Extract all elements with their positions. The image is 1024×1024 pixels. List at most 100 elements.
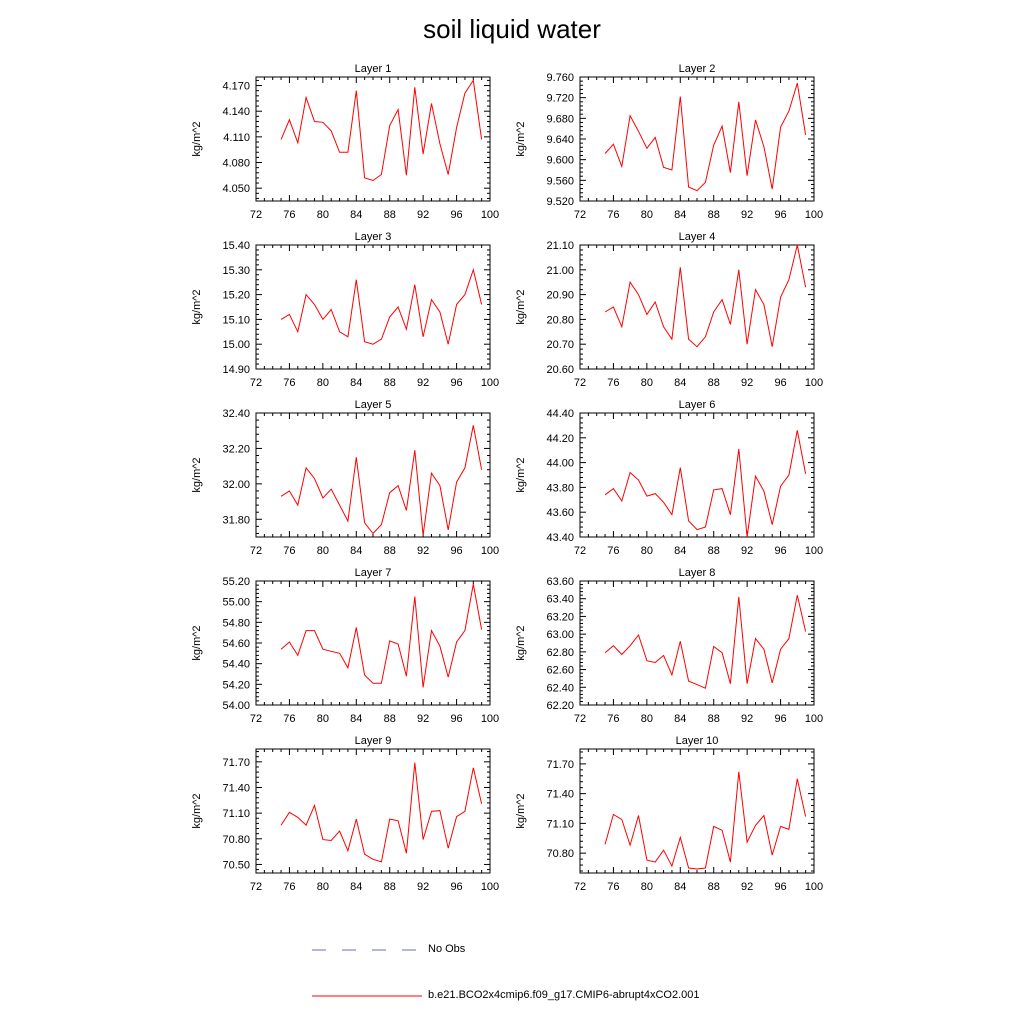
x-tick-label: 84 xyxy=(674,545,686,557)
y-tick-label: 43.40 xyxy=(546,532,574,544)
chart-title: soil liquid water xyxy=(423,14,601,44)
x-tick-label: 100 xyxy=(805,209,823,221)
y-tick-label: 9.760 xyxy=(546,72,574,84)
x-tick-label: 72 xyxy=(574,545,586,557)
x-tick-label: 84 xyxy=(674,881,686,893)
y-tick-label: 31.80 xyxy=(222,514,250,526)
x-tick-label: 96 xyxy=(774,209,786,221)
x-tick-label: 96 xyxy=(774,713,786,725)
x-tick-label: 84 xyxy=(350,545,362,557)
x-tick-label: 100 xyxy=(805,881,823,893)
x-tick-label: 100 xyxy=(481,713,499,725)
x-tick-label: 96 xyxy=(450,545,462,557)
y-tick-label: 15.00 xyxy=(222,339,250,351)
x-tick-label: 92 xyxy=(417,377,429,389)
x-tick-label: 80 xyxy=(317,881,329,893)
y-axis-label: kg/m^2 xyxy=(515,121,527,156)
y-tick-label: 4.140 xyxy=(222,106,250,118)
y-tick-label: 15.30 xyxy=(222,265,250,277)
x-tick-label: 76 xyxy=(283,209,295,221)
y-tick-label: 43.60 xyxy=(546,507,574,519)
x-tick-label: 80 xyxy=(641,713,653,725)
y-tick-label: 20.70 xyxy=(546,339,574,351)
x-tick-label: 100 xyxy=(481,881,499,893)
x-tick-label: 96 xyxy=(774,545,786,557)
y-tick-label: 54.40 xyxy=(222,659,250,671)
y-tick-label: 20.90 xyxy=(546,290,574,302)
x-tick-label: 92 xyxy=(741,713,753,725)
x-tick-label: 84 xyxy=(674,377,686,389)
y-tick-label: 63.00 xyxy=(546,629,574,641)
x-tick-label: 96 xyxy=(450,209,462,221)
x-tick-label: 96 xyxy=(450,713,462,725)
x-tick-label: 88 xyxy=(384,713,396,725)
y-tick-label: 62.20 xyxy=(546,700,574,712)
x-tick-label: 100 xyxy=(481,209,499,221)
x-tick-label: 80 xyxy=(317,713,329,725)
x-tick-label: 80 xyxy=(641,209,653,221)
panel-title: Layer 10 xyxy=(676,735,719,747)
x-tick-label: 76 xyxy=(283,377,295,389)
y-tick-label: 43.80 xyxy=(546,482,574,494)
panel-3: Layer 3 72 76 80 84 88 92 96 100 14.90 15.00 15.10 1… xyxy=(191,231,499,389)
y-tick-label: 62.80 xyxy=(546,647,574,659)
y-tick-label: 44.20 xyxy=(546,433,574,445)
y-axis-label: kg/m^2 xyxy=(191,289,203,324)
x-tick-label: 80 xyxy=(641,377,653,389)
x-tick-label: 72 xyxy=(574,209,586,221)
x-tick-label: 96 xyxy=(450,377,462,389)
y-axis-label: kg/m^2 xyxy=(191,625,203,660)
x-tick-label: 76 xyxy=(283,545,295,557)
x-tick-label: 88 xyxy=(384,545,396,557)
x-tick-label: 92 xyxy=(417,713,429,725)
y-tick-label: 71.40 xyxy=(222,782,250,794)
y-tick-label: 9.680 xyxy=(546,113,574,125)
y-tick-label: 14.90 xyxy=(222,364,250,376)
series-line xyxy=(604,595,807,689)
x-tick-label: 92 xyxy=(417,881,429,893)
y-tick-label: 4.170 xyxy=(222,81,250,93)
panel-title: Layer 5 xyxy=(355,399,392,411)
x-tick-label: 100 xyxy=(805,545,823,557)
series-line xyxy=(280,584,483,688)
y-tick-label: 55.00 xyxy=(222,597,250,609)
x-tick-label: 72 xyxy=(250,209,262,221)
x-tick-label: 76 xyxy=(607,881,619,893)
panel-title: Layer 8 xyxy=(679,567,716,579)
series-line xyxy=(280,267,483,345)
y-tick-label: 4.080 xyxy=(222,158,250,170)
x-tick-label: 100 xyxy=(805,377,823,389)
series-line xyxy=(280,425,483,536)
y-tick-label: 32.40 xyxy=(222,408,250,420)
y-tick-label: 21.10 xyxy=(546,240,574,252)
panel-title: Layer 6 xyxy=(679,399,716,411)
y-tick-label: 71.70 xyxy=(222,757,250,769)
y-axis-label: kg/m^2 xyxy=(515,289,527,324)
y-tick-label: 62.60 xyxy=(546,665,574,677)
x-tick-label: 72 xyxy=(574,881,586,893)
y-tick-label: 9.520 xyxy=(546,196,574,208)
y-tick-label: 15.10 xyxy=(222,314,250,326)
x-tick-label: 88 xyxy=(708,713,720,725)
y-tick-label: 63.20 xyxy=(546,611,574,623)
x-tick-label: 92 xyxy=(741,881,753,893)
x-tick-label: 76 xyxy=(607,545,619,557)
plot-frame xyxy=(579,412,815,538)
series-line xyxy=(604,244,807,348)
panel-title: Layer 9 xyxy=(355,735,392,747)
y-tick-label: 54.00 xyxy=(222,700,250,712)
y-axis-label: kg/m^2 xyxy=(191,121,203,156)
x-tick-label: 84 xyxy=(350,881,362,893)
y-tick-label: 32.00 xyxy=(222,479,250,491)
y-tick-label: 63.40 xyxy=(546,594,574,606)
x-tick-label: 84 xyxy=(350,713,362,725)
x-tick-label: 92 xyxy=(741,209,753,221)
y-tick-label: 9.720 xyxy=(546,93,574,105)
panel-title: Layer 7 xyxy=(355,567,392,579)
x-tick-label: 76 xyxy=(283,881,295,893)
y-tick-label: 15.20 xyxy=(222,290,250,302)
x-tick-label: 76 xyxy=(283,713,295,725)
panel-2: Layer 2 72 76 80 84 88 92 96 100 9.520 9.560 9.600 9… xyxy=(515,63,823,221)
y-tick-label: 54.60 xyxy=(222,638,250,650)
